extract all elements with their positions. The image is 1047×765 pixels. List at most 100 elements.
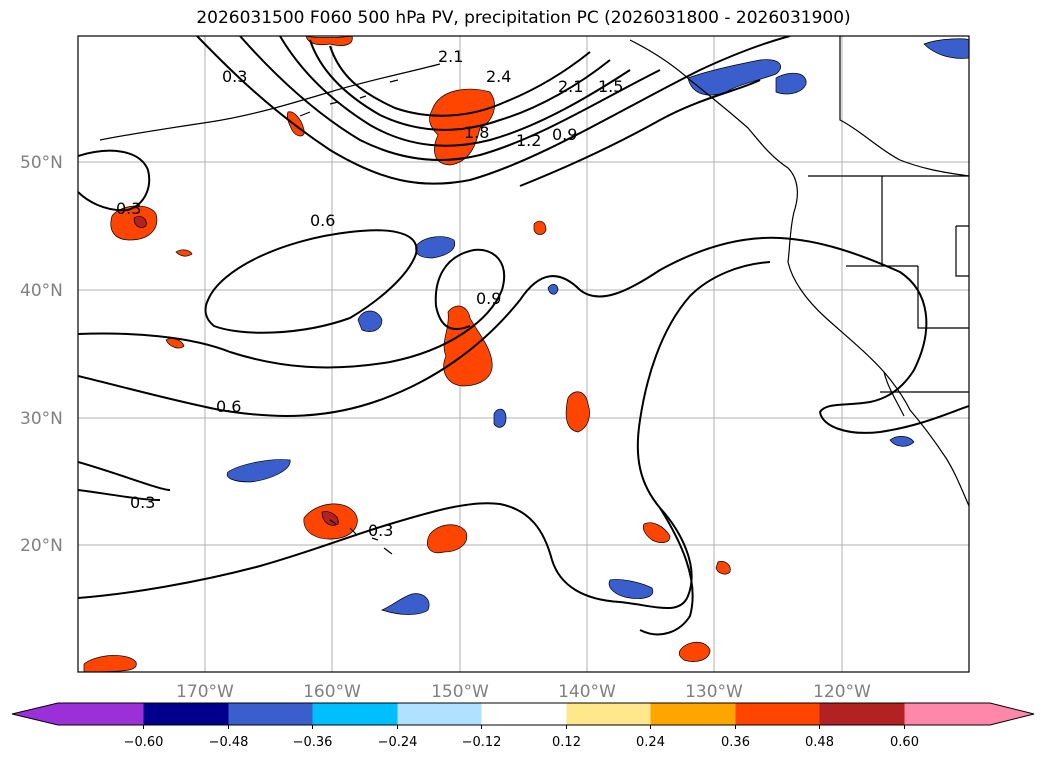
state-borders bbox=[846, 176, 969, 329]
colorbar-segment bbox=[904, 703, 990, 725]
pv-contour bbox=[329, 45, 591, 117]
latitude-labels: 50°N 40°N 30°N 20°N bbox=[20, 153, 63, 556]
pv-contour bbox=[239, 36, 661, 161]
colorbar-tick-label: −0.12 bbox=[462, 735, 502, 750]
colorbar-tick-label: −0.60 bbox=[124, 735, 164, 750]
precip-blob bbox=[493, 408, 507, 428]
lat-label: 30°N bbox=[20, 409, 63, 429]
colorbar: −0.60 −0.48 −0.36 −0.24 −0.12 0.12 0.24 … bbox=[11, 702, 1035, 750]
hawaii-islands bbox=[329, 519, 393, 555]
precip-blob bbox=[415, 236, 456, 259]
precip-blob bbox=[133, 216, 147, 228]
precip-blob bbox=[608, 579, 654, 599]
colorbar-segment bbox=[481, 703, 567, 725]
precip-blob bbox=[642, 522, 671, 543]
colorbar-segment bbox=[397, 703, 482, 725]
lat-label: 20°N bbox=[20, 536, 63, 556]
canada-interior bbox=[839, 36, 969, 177]
colorbar-segment bbox=[228, 703, 313, 725]
lat-label: 50°N bbox=[20, 153, 63, 173]
contour-labels: 2.1 0.3 2.4 2.1 1.5 1.8 1.2 0.9 0.3 0.6 … bbox=[116, 47, 623, 540]
colorbar-segment bbox=[650, 703, 736, 725]
precip-blob bbox=[226, 459, 291, 483]
contour-label: 1.5 bbox=[598, 77, 623, 96]
pv-contour bbox=[309, 39, 611, 131]
aleutian-chain bbox=[299, 79, 399, 117]
colorbar-tick-label: −0.36 bbox=[293, 735, 333, 750]
precip-blob bbox=[357, 310, 383, 332]
contour-label: 0.9 bbox=[476, 289, 501, 308]
pv-contour bbox=[204, 229, 418, 334]
contour-label: 0.6 bbox=[216, 397, 241, 416]
precip-negative-blobs bbox=[226, 38, 969, 615]
pv-contour bbox=[78, 149, 151, 212]
pv-contour bbox=[196, 36, 791, 185]
longitude-labels: 170°W 160°W 150°W 140°W 130°W 120°W bbox=[176, 682, 871, 702]
precip-blob bbox=[321, 511, 339, 526]
colorbar-tick-label: 0.12 bbox=[552, 735, 581, 750]
colorbar-segment bbox=[819, 703, 905, 725]
pv-contour bbox=[519, 79, 761, 187]
precip-blob bbox=[775, 72, 807, 95]
precip-blob bbox=[305, 36, 353, 46]
precip-blob bbox=[547, 284, 559, 295]
precip-blob bbox=[427, 524, 468, 554]
colorbar-segment bbox=[312, 703, 398, 725]
colorbar-segment bbox=[143, 703, 229, 725]
contour-label: 0.9 bbox=[552, 125, 577, 144]
precip-positive-blobs bbox=[83, 36, 731, 672]
lon-label: 130°W bbox=[685, 682, 743, 702]
colorbar-left-extend bbox=[12, 703, 58, 725]
contour-label: 2.4 bbox=[486, 67, 511, 86]
colorbar-segment bbox=[735, 703, 820, 725]
lon-label: 120°W bbox=[813, 682, 871, 702]
colorbar-tick-label: −0.48 bbox=[209, 735, 249, 750]
map-border bbox=[77, 35, 970, 673]
pv-contour bbox=[279, 36, 631, 147]
lat-label: 40°N bbox=[20, 281, 63, 301]
lon-label: 140°W bbox=[558, 682, 616, 702]
precip-blob bbox=[533, 220, 547, 235]
colorbar-tick-label: 0.24 bbox=[636, 735, 665, 750]
colorbar-segment bbox=[566, 703, 651, 725]
contour-label: 0.3 bbox=[116, 199, 141, 218]
contour-label: 0.3 bbox=[130, 493, 155, 512]
pv-contour bbox=[78, 236, 969, 434]
contour-label: 2.1 bbox=[558, 77, 583, 96]
contour-label: 0.3 bbox=[368, 521, 393, 540]
map-area bbox=[78, 36, 969, 672]
precip-blob bbox=[678, 641, 711, 662]
alaska-coast bbox=[99, 63, 441, 141]
colorbar-tick-label: 0.48 bbox=[805, 735, 834, 750]
precip-blob bbox=[565, 391, 590, 433]
colorbar-tick-label: 0.36 bbox=[721, 735, 750, 750]
contour-label: 0.3 bbox=[222, 67, 247, 86]
colorbar-right-extend bbox=[990, 703, 1034, 725]
lon-label: 170°W bbox=[176, 682, 234, 702]
colorbar-tick-label: −0.24 bbox=[378, 735, 418, 750]
colorbar-segment bbox=[58, 703, 144, 725]
pv-contours bbox=[78, 36, 969, 636]
contour-label: 0.6 bbox=[310, 211, 335, 230]
colorbar-outline bbox=[11, 702, 1035, 726]
precip-blob bbox=[443, 305, 493, 387]
pv-contour bbox=[639, 507, 694, 636]
baja-coast bbox=[883, 371, 905, 417]
lon-label: 150°W bbox=[431, 682, 489, 702]
pv-contour bbox=[78, 261, 771, 609]
contour-label: 1.8 bbox=[464, 123, 489, 142]
north-america-coast bbox=[629, 39, 969, 507]
pv-contour bbox=[78, 461, 171, 501]
precip-blob bbox=[175, 249, 193, 257]
precip-blob bbox=[687, 59, 781, 96]
pv-contour bbox=[78, 248, 505, 369]
contour-label: 2.1 bbox=[438, 47, 463, 66]
colorbar-tick-label: 0.60 bbox=[890, 735, 919, 750]
precip-blob bbox=[889, 436, 915, 447]
contour-label: 1.2 bbox=[516, 131, 541, 150]
lon-label: 160°W bbox=[303, 682, 361, 702]
precip-blob bbox=[715, 561, 731, 575]
map-title: 2026031500 F060 500 hPa PV, precipitatio… bbox=[196, 8, 851, 28]
precip-blob bbox=[923, 38, 969, 59]
